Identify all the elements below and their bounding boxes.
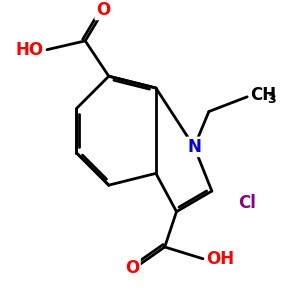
Text: OH: OH [206,250,234,268]
Text: N: N [187,138,201,156]
Text: O: O [96,1,110,19]
Text: CH: CH [250,86,276,104]
Text: 3: 3 [267,93,276,106]
Text: O: O [125,259,140,277]
Text: HO: HO [16,41,44,59]
Text: Cl: Cl [238,194,256,212]
